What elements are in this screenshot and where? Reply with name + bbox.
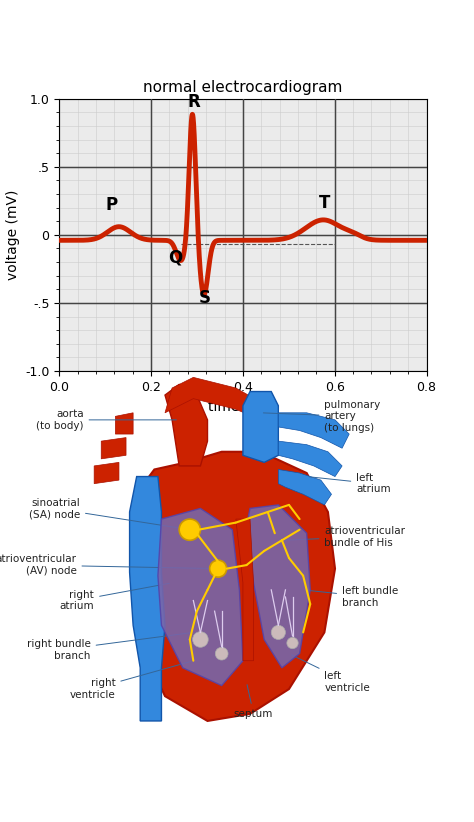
Text: atrioventricular
bundle of His: atrioventricular bundle of His <box>285 526 405 547</box>
Polygon shape <box>236 519 254 661</box>
X-axis label: time (sec): time (sec) <box>208 399 278 413</box>
Text: P: P <box>105 196 117 215</box>
Title: normal electrocardiogram: normal electrocardiogram <box>143 80 343 95</box>
Text: T: T <box>319 194 330 211</box>
Polygon shape <box>165 385 208 466</box>
Circle shape <box>192 631 208 647</box>
Text: Q: Q <box>169 248 183 266</box>
Circle shape <box>287 637 298 649</box>
Polygon shape <box>278 469 331 505</box>
Polygon shape <box>115 413 133 434</box>
Text: right
atrium: right atrium <box>60 584 169 612</box>
Text: left
ventricle: left ventricle <box>292 655 370 693</box>
Text: left
atrium: left atrium <box>310 473 391 495</box>
Text: R: R <box>187 93 200 111</box>
Text: left bundle
branch: left bundle branch <box>306 586 398 607</box>
Polygon shape <box>243 391 278 463</box>
Text: aorta
(to body): aorta (to body) <box>36 409 176 431</box>
Text: atrioventricular
(AV) node: atrioventricular (AV) node <box>0 554 215 576</box>
Text: S: S <box>199 289 210 307</box>
Circle shape <box>179 519 201 540</box>
Polygon shape <box>129 477 165 721</box>
Text: septum: septum <box>234 685 273 719</box>
Polygon shape <box>94 463 119 483</box>
Polygon shape <box>165 377 261 420</box>
Polygon shape <box>101 437 126 459</box>
Text: right
ventricle: right ventricle <box>70 662 191 700</box>
Polygon shape <box>278 413 349 448</box>
Polygon shape <box>158 509 243 686</box>
Circle shape <box>215 647 228 660</box>
Text: sinoatrial
(SA) node: sinoatrial (SA) node <box>29 497 187 529</box>
Polygon shape <box>133 452 335 721</box>
Polygon shape <box>246 505 310 667</box>
Y-axis label: voltage (mV): voltage (mV) <box>6 190 19 280</box>
Text: right bundle
branch: right bundle branch <box>27 633 191 661</box>
Text: pulmonary
artery
(to lungs): pulmonary artery (to lungs) <box>264 399 381 433</box>
Circle shape <box>271 626 285 640</box>
Circle shape <box>210 560 227 577</box>
Polygon shape <box>278 441 342 477</box>
